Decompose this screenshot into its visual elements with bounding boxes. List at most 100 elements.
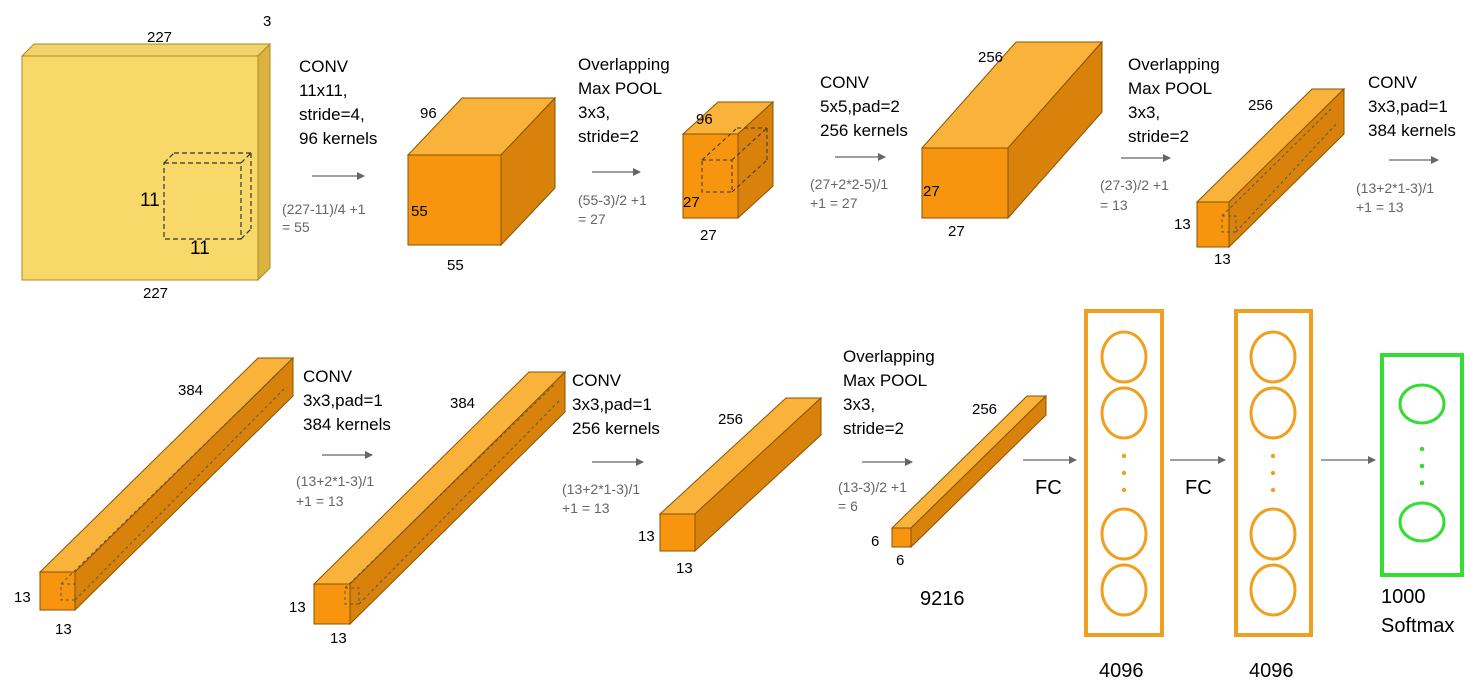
volume-conv4-width: 13 bbox=[330, 630, 347, 647]
pool2-window-dashed bbox=[1221, 107, 1339, 233]
volume-conv2-height: 27 bbox=[923, 183, 940, 200]
volume-pool2-front bbox=[1196, 201, 1230, 248]
step-conv2: CONV 5x5,pad=2 256 kernels (27+2*2-5)/1 … bbox=[810, 73, 908, 211]
step-pool3-line-3: 3x3, bbox=[843, 395, 875, 414]
step-conv4-line-3: 384 kernels bbox=[303, 415, 391, 434]
volume-conv2: 256 27 27 bbox=[920, 40, 1104, 240]
volume-pool1-depth: 96 bbox=[696, 111, 713, 128]
step-pool3-line-2: Max POOL bbox=[843, 371, 927, 390]
volume-pool2-depth: 256 bbox=[1248, 97, 1273, 114]
volume-conv4-front bbox=[313, 583, 351, 625]
input-width-label: 227 bbox=[147, 29, 172, 46]
conv3-window-dashed bbox=[60, 371, 286, 601]
step-conv4-line-2: 3x3,pad=1 bbox=[303, 391, 383, 410]
step-pool1-line-3: 3x3, bbox=[578, 103, 610, 122]
volume-conv3-height: 13 bbox=[14, 589, 31, 606]
step-conv1-formula-2: = 55 bbox=[282, 219, 310, 235]
step-conv5: CONV 3x3,pad=1 256 kernels (13+2*1-3)/1 … bbox=[562, 371, 660, 516]
softmax-neuron-2 bbox=[1398, 501, 1446, 543]
step-pool2-line-4: stride=2 bbox=[1128, 127, 1189, 146]
volume-conv4: 384 13 13 bbox=[289, 370, 567, 647]
step-pool2-formula-2: = 13 bbox=[1100, 197, 1128, 213]
volume-conv5-depth: 256 bbox=[718, 411, 743, 428]
step-pool3-line-4: stride=2 bbox=[843, 419, 904, 438]
volume-conv3-top bbox=[38, 357, 295, 573]
volume-conv5: 256 13 13 bbox=[638, 396, 823, 577]
step-pool2-line-2: Max POOL bbox=[1128, 79, 1212, 98]
step-pool1-formula-1: (55-3)/2 +1 bbox=[578, 192, 647, 208]
input-volume-side bbox=[257, 42, 271, 282]
kernel-height-label: 11 bbox=[140, 190, 160, 211]
step-conv3-formula-1: (13+2*1-3)/1 bbox=[1356, 180, 1434, 196]
fc-layer-2-dot-3 bbox=[1270, 487, 1276, 493]
input-volume-top bbox=[20, 43, 272, 57]
fc-layer-1-size: 4096 bbox=[1099, 660, 1144, 682]
volume-pool3-height: 6 bbox=[871, 533, 879, 550]
step-conv4: CONV 3x3,pad=1 384 kernels (13+2*1-3)/1 … bbox=[296, 367, 391, 509]
volume-conv3-width: 13 bbox=[55, 621, 72, 638]
volume-conv1-front bbox=[407, 154, 502, 246]
fc-layer-2-frame bbox=[1234, 309, 1313, 637]
volume-conv3: 384 13 13 bbox=[14, 356, 295, 638]
fc-layer-2-neuron-4 bbox=[1249, 563, 1297, 617]
volume-pool2: 256 13 13 bbox=[1174, 87, 1346, 268]
input-volume: 227 3 227 11 11 bbox=[20, 13, 272, 302]
volume-pool3-depth: 256 bbox=[972, 401, 997, 418]
step-conv3-line-3: 384 kernels bbox=[1368, 121, 1456, 140]
step-conv4-formula-1: (13+2*1-3)/1 bbox=[296, 473, 374, 489]
step-conv2-line-2: 5x5,pad=2 bbox=[820, 97, 900, 116]
volume-pool2-width: 13 bbox=[1214, 251, 1231, 268]
fc-layer-1-frame bbox=[1084, 309, 1164, 637]
pool1-window-dashed bbox=[701, 127, 768, 193]
step-pool2-line-1: Overlapping bbox=[1128, 55, 1220, 74]
fc-layer-1-neuron-1 bbox=[1100, 330, 1148, 384]
step-conv2-line-3: 256 kernels bbox=[820, 121, 908, 140]
volume-conv2-width: 27 bbox=[948, 223, 965, 240]
volume-pool3: 256 6 6 9216 bbox=[871, 394, 1048, 610]
softmax-dot-2 bbox=[1419, 463, 1425, 469]
fc-layer-2-size: 4096 bbox=[1249, 660, 1294, 682]
volume-conv4-height: 13 bbox=[289, 599, 306, 616]
fc-layer-2-neuron-3 bbox=[1249, 507, 1297, 561]
fc-layer-2-neuron-1 bbox=[1249, 330, 1297, 384]
fc-layer-2: 4096 bbox=[1234, 309, 1313, 682]
step-conv2-formula-2: +1 = 27 bbox=[810, 195, 858, 211]
step-conv5-line-3: 256 kernels bbox=[572, 419, 660, 438]
step-pool1: Overlapping Max POOL 3x3, stride=2 (55-3… bbox=[578, 55, 670, 227]
softmax-neuron-1 bbox=[1398, 383, 1446, 425]
kernel-11x11-dashed bbox=[163, 152, 252, 240]
volume-pool1-front bbox=[682, 133, 739, 219]
softmax-label: Softmax bbox=[1381, 615, 1454, 637]
step-pool2-line-3: 3x3, bbox=[1128, 103, 1160, 122]
softmax-dot-3 bbox=[1419, 480, 1425, 486]
step-conv4-formula-2: +1 = 13 bbox=[296, 493, 344, 509]
softmax-layer: 1000 Softmax bbox=[1380, 353, 1464, 637]
volume-pool3-top bbox=[890, 395, 1048, 529]
step-pool3: Overlapping Max POOL 3x3, stride=2 (13-3… bbox=[838, 347, 935, 514]
volume-pool1-height: 27 bbox=[683, 194, 700, 211]
fc-layer-1-neuron-4 bbox=[1100, 563, 1148, 617]
volume-pool3-width: 6 bbox=[896, 552, 904, 569]
volume-conv2-front bbox=[921, 147, 1009, 219]
step-conv3-line-2: 3x3,pad=1 bbox=[1368, 97, 1448, 116]
fc-layer-1-neuron-2 bbox=[1100, 386, 1148, 440]
volume-conv5-width: 13 bbox=[676, 560, 693, 577]
fc-layer-1: 4096 bbox=[1084, 309, 1164, 682]
input-depth-label: 3 bbox=[263, 13, 271, 30]
fc-layer-1-neuron-3 bbox=[1100, 507, 1148, 561]
step-pool3-formula-1: (13-3)/2 +1 bbox=[838, 479, 907, 495]
step-conv3-line-1: CONV bbox=[1368, 73, 1418, 92]
input-height-label: 227 bbox=[143, 285, 168, 302]
step-conv1-line-1: CONV bbox=[299, 57, 349, 76]
softmax-dot-1 bbox=[1419, 446, 1425, 452]
input-volume-front bbox=[21, 55, 259, 281]
step-pool1-formula-2: = 27 bbox=[578, 211, 606, 227]
fc-layer-2-neuron-2 bbox=[1249, 386, 1297, 440]
step-pool3-formula-2: = 6 bbox=[838, 498, 858, 514]
volume-conv1-height: 55 bbox=[411, 203, 428, 220]
step-conv3-formula-2: +1 = 13 bbox=[1356, 199, 1404, 215]
fc-layer-1-dot-1 bbox=[1121, 453, 1127, 459]
step-conv3: CONV 3x3,pad=1 384 kernels (13+2*1-3)/1 … bbox=[1356, 73, 1456, 215]
fc1-arrow-label: FC bbox=[1035, 477, 1062, 499]
